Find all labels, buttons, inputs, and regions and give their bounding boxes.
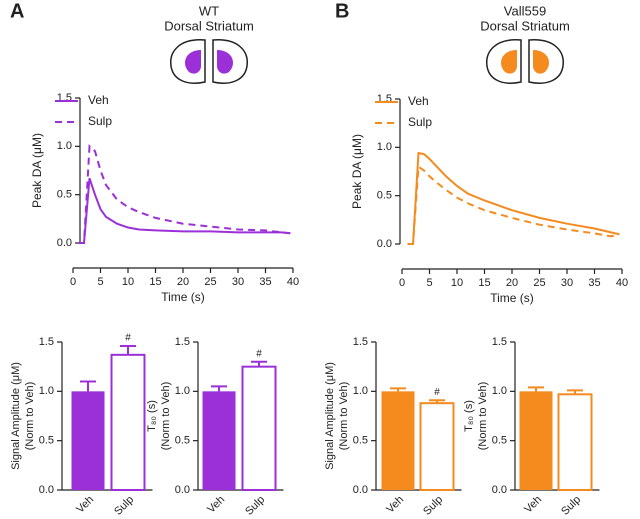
y-axis-label: T₈₀ (s): [146, 400, 158, 432]
y-tick-label: 0.0: [492, 484, 507, 496]
error-bar: [80, 380, 96, 392]
data-line: [407, 164, 620, 245]
y-tick-label: 1.0: [377, 141, 392, 153]
x-tick-label: 5: [97, 276, 103, 288]
y-tick-label: 1.0: [492, 385, 507, 397]
x-tick-label: Sulp: [559, 494, 583, 518]
y-tick-label: 0.5: [377, 190, 392, 202]
y-tick-label: 0.5: [175, 435, 190, 447]
x-tick-label: 15: [478, 277, 490, 289]
y-tick-label: 0.5: [39, 435, 54, 447]
error-bar: [251, 360, 267, 367]
bar: [519, 391, 553, 490]
bar: [202, 391, 236, 490]
x-tick-label: 40: [616, 277, 628, 289]
chart-subtitle: Dorsal Striatum: [480, 18, 570, 33]
x-tick-label: 35: [588, 277, 600, 289]
y-axis-label: (Norm to Veh): [338, 382, 350, 450]
x-tick-label: Veh: [384, 494, 406, 516]
error-bar: [429, 399, 445, 404]
annotation: #: [125, 333, 131, 344]
bar: [71, 391, 105, 490]
y-tick-label: 1.0: [175, 385, 190, 397]
y-axis-label: T₈₀ (s): [463, 400, 475, 432]
x-tick-label: 5: [426, 277, 432, 289]
x-axis-label: Time (s): [161, 290, 205, 304]
error-bar: [528, 386, 544, 392]
y-tick-label: 0.5: [492, 435, 507, 447]
annotation: #: [434, 387, 440, 398]
legend-label: Veh: [88, 93, 109, 107]
legend-label: Sulp: [88, 114, 112, 128]
x-tick-label: 30: [232, 276, 244, 288]
y-tick-label: 1.5: [377, 93, 392, 105]
x-tick-label: 10: [122, 276, 134, 288]
x-tick-label: 30: [561, 277, 573, 289]
y-axis-label: Signal Amplitude (μM): [324, 362, 336, 470]
x-tick-label: Sulp: [421, 494, 445, 518]
bar: [110, 353, 146, 491]
chart-subtitle: Dorsal Striatum: [164, 18, 254, 33]
y-tick-label: 1.0: [39, 385, 54, 397]
x-tick-label: 0: [70, 276, 76, 288]
y-tick-label: 0.5: [57, 189, 72, 201]
y-axis-label: Peak DA (μM): [30, 133, 44, 208]
y-axis-label: Signal Amplitude (μM): [10, 362, 22, 470]
x-tick-label: 0: [399, 277, 405, 289]
chart-title: Vall559: [504, 3, 546, 18]
legend-label: Veh: [408, 94, 429, 108]
y-axis-label: (Norm to Veh): [477, 382, 489, 450]
y-axis-label: (Norm to Veh): [24, 382, 36, 450]
y-tick-label: 0.5: [353, 435, 368, 447]
x-tick-label: Veh: [522, 494, 544, 516]
y-tick-label: 0.0: [377, 238, 392, 250]
y-tick-label: 1.5: [39, 336, 54, 348]
brain-icon: [170, 39, 248, 84]
x-tick-label: Sulp: [112, 494, 136, 518]
bar: [241, 365, 277, 491]
bar: [419, 402, 455, 492]
x-tick-label: 20: [177, 276, 189, 288]
y-tick-label: 0.0: [57, 237, 72, 249]
y-tick-label: 0.0: [175, 484, 190, 496]
y-tick-label: 1.5: [492, 336, 507, 348]
error-bar: [211, 385, 227, 392]
bar: [557, 393, 593, 491]
x-tick-label: 20: [506, 277, 518, 289]
x-tick-label: 15: [149, 276, 161, 288]
error-bar: [120, 344, 136, 355]
bar: [381, 391, 415, 490]
data-line: [78, 177, 291, 244]
y-tick-label: 1.0: [57, 140, 72, 152]
brain-icon: [486, 39, 564, 84]
y-tick-label: 1.5: [57, 92, 72, 104]
x-tick-label: 25: [204, 276, 216, 288]
x-tick-label: 25: [533, 277, 545, 289]
chart-title: WT: [199, 3, 219, 18]
x-tick-label: Veh: [74, 494, 96, 516]
panel-label: B: [335, 0, 349, 22]
x-tick-label: Veh: [205, 494, 227, 516]
y-tick-label: 0.0: [353, 484, 368, 496]
error-bar: [567, 389, 583, 395]
x-tick-label: 40: [287, 276, 299, 288]
data-line: [407, 151, 620, 245]
y-tick-label: 1.0: [353, 385, 368, 397]
x-tick-label: 35: [259, 276, 271, 288]
x-axis-label: Time (s): [490, 291, 534, 305]
y-axis-label: Peak DA (μM): [350, 134, 364, 209]
x-tick-label: 10: [451, 277, 463, 289]
y-tick-label: 1.5: [175, 336, 190, 348]
x-tick-label: Sulp: [243, 494, 267, 518]
y-tick-label: 0.0: [39, 484, 54, 496]
error-bar: [390, 387, 406, 392]
panel-label: A: [10, 0, 24, 22]
annotation: #: [256, 348, 262, 359]
data-line: [78, 144, 291, 244]
y-tick-label: 1.5: [353, 336, 368, 348]
legend-label: Sulp: [408, 115, 432, 129]
y-axis-label: (Norm to Veh): [160, 382, 172, 450]
